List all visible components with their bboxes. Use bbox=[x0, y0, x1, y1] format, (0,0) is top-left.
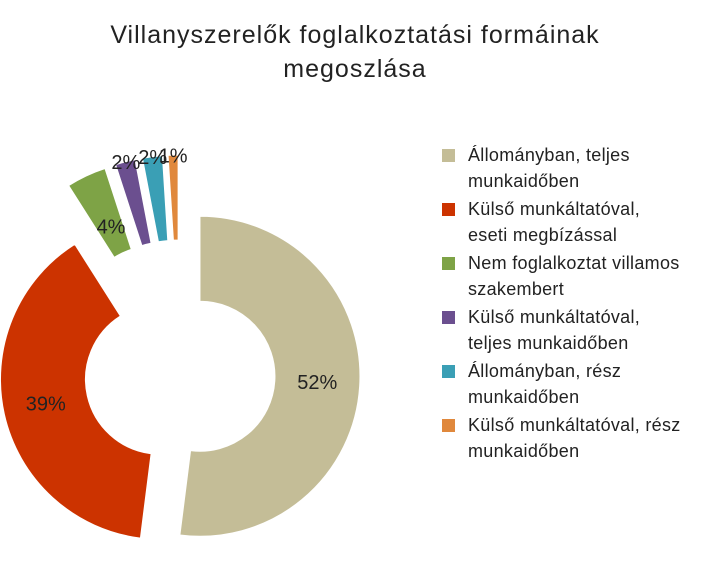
data-label: 4% bbox=[97, 217, 126, 239]
legend: Állományban, teljes munkaidőben Külső mun… bbox=[442, 142, 692, 466]
legend-swatch bbox=[442, 149, 455, 162]
slice bbox=[179, 215, 361, 537]
legend-swatch bbox=[442, 203, 455, 216]
legend-swatch bbox=[442, 257, 455, 270]
legend-label: Külső munkáltatóval, teljes munkaidőben bbox=[468, 307, 641, 353]
chart-title: Villanyszerelők foglalkoztatási formáina… bbox=[110, 21, 600, 83]
legend-item: Külső munkáltatóval, rész munkaidőben bbox=[442, 412, 692, 466]
slice bbox=[167, 154, 179, 241]
slice bbox=[115, 159, 152, 247]
legend-label: Külső munkáltatóval, rész munkaidőben bbox=[468, 415, 681, 461]
legend-swatch bbox=[442, 419, 455, 432]
data-label: 39% bbox=[26, 393, 66, 415]
legend-item: Külső munkáltatóval, teljes munkaidőben bbox=[442, 304, 692, 358]
legend-item: Állományban, rész munkaidőben bbox=[442, 358, 692, 412]
slice bbox=[141, 155, 169, 243]
legend-item: Állományban, teljes munkaidőben bbox=[442, 142, 692, 196]
data-label: 1% bbox=[159, 145, 188, 167]
legend-label: Külső munkáltatóval, eseti megbízással bbox=[468, 199, 641, 245]
data-label: 52% bbox=[297, 372, 337, 394]
legend-label: Nem foglalkoztat villamos szakembert bbox=[468, 253, 680, 299]
slice bbox=[68, 167, 132, 259]
legend-item: Külső munkáltatóval, eseti megbízással bbox=[442, 196, 692, 250]
data-label: 2% bbox=[111, 152, 140, 174]
slice bbox=[0, 243, 152, 539]
legend-label: Állományban, teljes munkaidőben bbox=[468, 145, 630, 191]
legend-swatch bbox=[442, 311, 455, 324]
plot: 52%39%4%2%2%1% bbox=[0, 145, 361, 539]
legend-label: Állományban, rész munkaidőben bbox=[468, 361, 622, 407]
legend-item: Nem foglalkoztat villamos szakembert bbox=[442, 250, 692, 304]
legend-swatch bbox=[442, 365, 455, 378]
data-label: 2% bbox=[138, 147, 167, 169]
